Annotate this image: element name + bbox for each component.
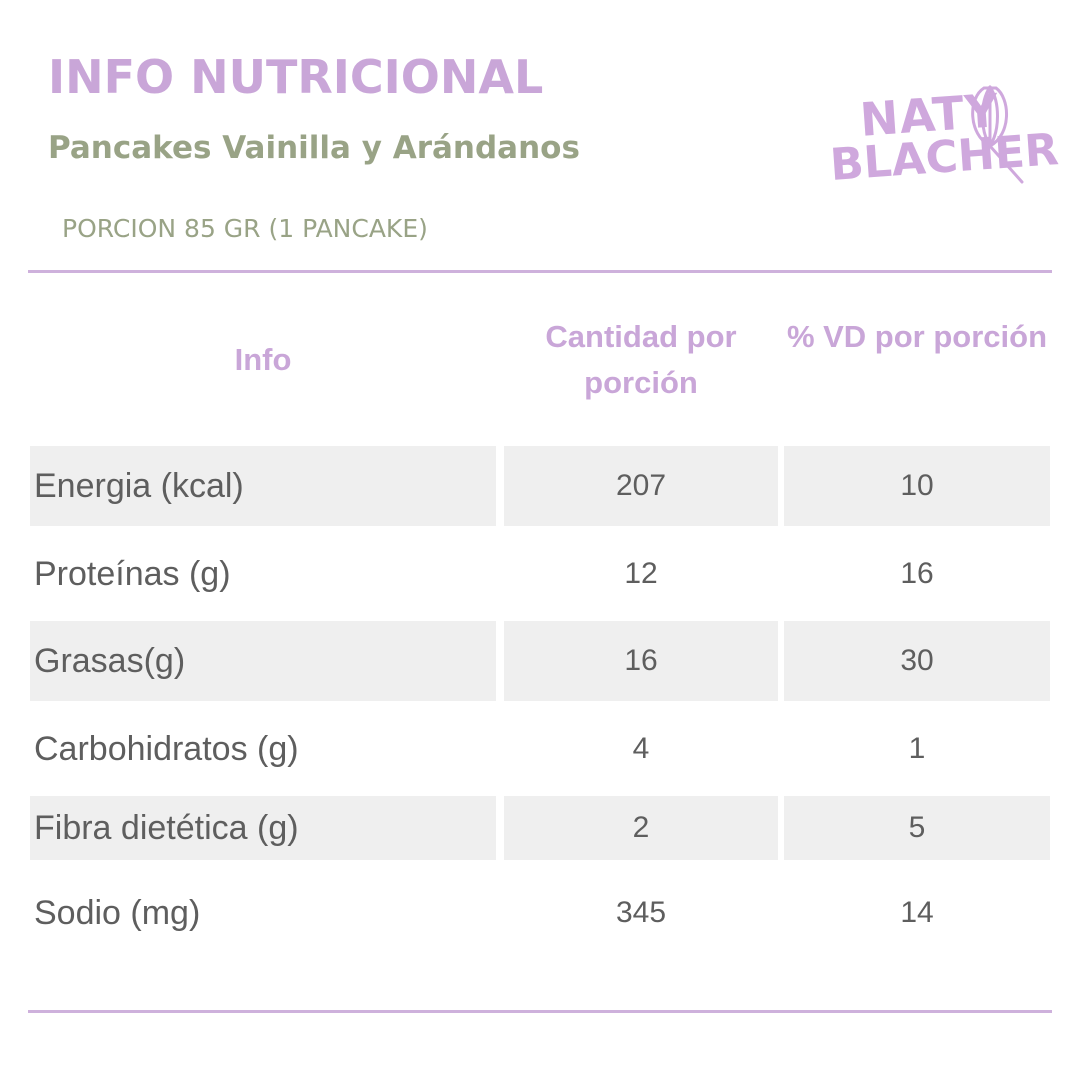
top-divider [28, 270, 1052, 273]
nutrient-amount: 207 [504, 446, 778, 526]
header-amount: Cantidad por porción [545, 319, 737, 400]
nutrient-vd: 10 [784, 446, 1050, 526]
nutrient-label: Carbohidratos (g) [34, 729, 299, 768]
portion-size: PORCION 85 GR (1 PANCAKE) [62, 214, 428, 243]
nutrient-label: Proteínas (g) [34, 554, 231, 593]
table-row: Grasas(g) 16 30 [30, 621, 1050, 701]
header-info: Info [234, 342, 292, 377]
brand-logo: NATY BLACHER [826, 83, 1060, 191]
nutrient-amount: 4 [632, 732, 650, 765]
table-row: Sodio (mg) 345 14 [30, 874, 1050, 952]
whisk-icon [971, 85, 1024, 184]
nutrient-amount: 2 [504, 796, 778, 860]
table-row: Energia (kcal) 207 10 [30, 446, 1050, 526]
header-vd: % VD por porción [786, 319, 1048, 354]
nutrient-label: Fibra dietética (g) [30, 796, 496, 860]
nutrient-vd: 1 [908, 732, 926, 765]
nutrient-label: Grasas(g) [30, 621, 496, 701]
table-row: Proteínas (g) 12 16 [30, 534, 1050, 614]
page-title: INFO NUTRICIONAL [48, 50, 544, 104]
nutrient-amount: 16 [504, 621, 778, 701]
nutrient-label: Energia (kcal) [30, 446, 496, 526]
nutrient-label: Sodio (mg) [34, 893, 201, 932]
table-row: Carbohidratos (g) 4 1 [30, 709, 1050, 789]
product-name: Pancakes Vainilla y Arándanos [48, 130, 580, 166]
bottom-divider [28, 1010, 1052, 1013]
nutrient-vd: 16 [900, 557, 934, 590]
nutrient-vd: 30 [784, 621, 1050, 701]
nutrient-vd: 14 [900, 896, 934, 929]
nutrient-amount: 345 [615, 896, 667, 929]
table-row: Fibra dietética (g) 2 5 [30, 796, 1050, 860]
nutrient-amount: 12 [624, 557, 658, 590]
nutrient-vd: 5 [784, 796, 1050, 860]
